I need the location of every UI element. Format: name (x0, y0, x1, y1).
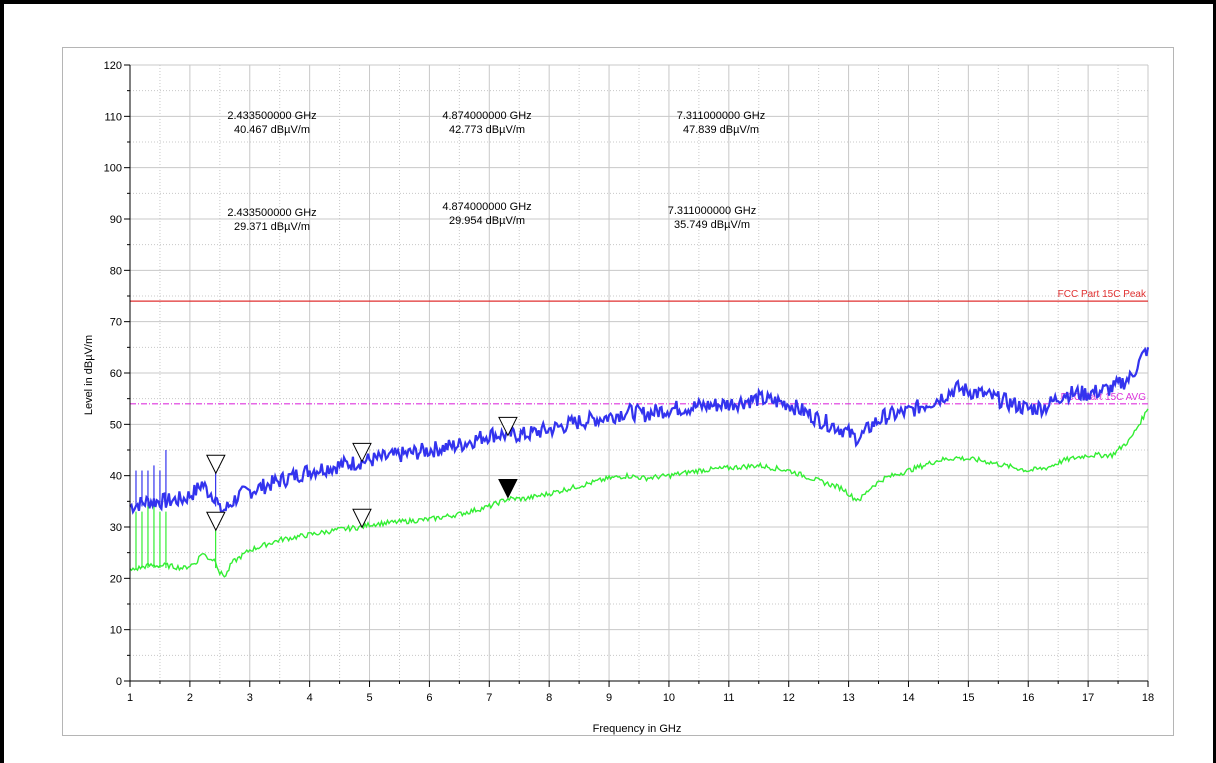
marker-icon (206, 454, 226, 475)
marker-icon (206, 511, 226, 532)
series-layer (129, 346, 1150, 578)
marker-icon (352, 442, 372, 463)
x-tick-label: 16 (1022, 692, 1034, 704)
x-tick-label: 5 (366, 692, 372, 704)
active-marker-icon (498, 478, 518, 499)
y-tick-label: 110 (104, 111, 122, 123)
y-tick-label: 90 (110, 214, 122, 226)
x-tick-label: 9 (606, 692, 612, 704)
y-tick-label: 20 (110, 573, 122, 585)
x-tick-label: 2 (187, 692, 193, 704)
y-tick-label: 70 (110, 317, 122, 329)
marker-frequency-label: 2.433500000 GHz (227, 110, 316, 122)
marker-level-label: 29.371 dBµV/m (234, 221, 310, 233)
grid (129, 64, 1149, 682)
x-tick-label: 14 (902, 692, 914, 704)
x-tick-label: 18 (1142, 692, 1154, 704)
x-tick-label: 8 (546, 692, 552, 704)
marker-icon (352, 508, 372, 529)
marker-level-label: 42.773 dBµV/m (449, 124, 525, 136)
series-peak-line (129, 346, 1150, 517)
marker-layer (206, 416, 518, 532)
marker-frequency-label: 7.311000000 GHz (668, 205, 756, 217)
marker-level-label: 47.839 dBµV/m (683, 124, 759, 136)
x-axis-title: Frequency in GHz (593, 723, 682, 735)
axes (124, 64, 1149, 687)
y-tick-label: 60 (110, 368, 122, 380)
x-tick-label: 10 (663, 692, 675, 704)
marker-frequency-label: 4.874000000 GHz (442, 201, 531, 213)
y-tick-label: 100 (104, 163, 122, 175)
y-tick-label: 0 (116, 676, 122, 688)
x-tick-label: 1 (127, 692, 133, 704)
x-tick-label: 7 (486, 692, 492, 704)
x-tick-label: 3 (247, 692, 253, 704)
y-tick-label: 30 (110, 522, 122, 534)
x-tick-label: 4 (307, 692, 313, 704)
tick-labels: 1 2 3 4 5 6 7 8 9 10 11 12 13 14 15 16 17 180102030405060… (104, 60, 1154, 704)
x-tick-label: 11 (723, 692, 734, 704)
y-tick-label: 80 (110, 265, 122, 277)
series-average-line (129, 408, 1149, 578)
marker-level-label: 29.954 dBµV/m (449, 215, 525, 227)
limit-lines: FCC Part 15C Peak FCC Part 15C AVG (130, 289, 1148, 405)
marker-frequency-label: 7.311000000 GHz (677, 110, 765, 122)
limit-line-label: FCC Part 15C AVG (1061, 392, 1147, 403)
marker-level-label: 35.749 dBµV/m (674, 219, 750, 231)
x-tick-label: 6 (426, 692, 432, 704)
marker-annotations: 2.433500000 GHz 40.467 dBµV/m 4.874000000 … (227, 110, 765, 233)
y-tick-label: 50 (110, 419, 122, 431)
y-tick-label: 10 (110, 625, 122, 637)
marker-frequency-label: 4.874000000 GHz (442, 110, 531, 122)
x-tick-label: 17 (1082, 692, 1094, 704)
x-tick-label: 13 (842, 692, 854, 704)
y-axis-title: Level in dBµV/m (83, 335, 95, 415)
marker-frequency-label: 2.433500000 GHz (227, 207, 316, 219)
x-tick-label: 12 (783, 692, 795, 704)
y-tick-label: 40 (110, 471, 122, 483)
marker-icon (498, 416, 518, 437)
y-tick-label: 120 (104, 60, 122, 72)
marker-level-label: 40.467 dBµV/m (234, 124, 310, 136)
x-tick-label: 15 (962, 692, 974, 704)
limit-line-label: FCC Part 15C Peak (1058, 289, 1147, 300)
